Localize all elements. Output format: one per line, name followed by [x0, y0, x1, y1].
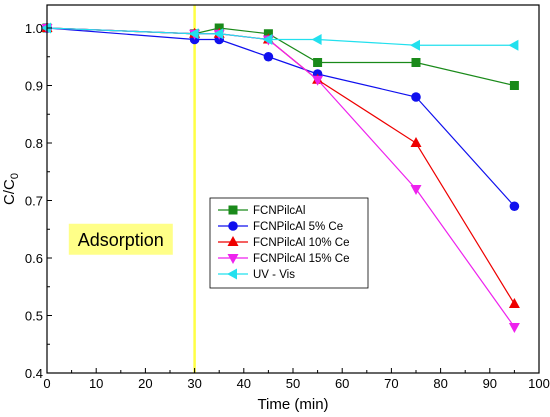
data-point — [262, 34, 273, 45]
y-tick-label: 0.7 — [25, 194, 43, 209]
data-point — [313, 58, 323, 67]
annotation-box — [68, 223, 173, 255]
data-point — [509, 201, 520, 212]
legend-marker — [228, 221, 238, 231]
data-point — [213, 28, 224, 40]
y-tick-label: 0.6 — [25, 251, 43, 266]
data-point — [508, 323, 520, 333]
y-tick-label: 1.0 — [25, 21, 43, 36]
y-tick-label: 0.8 — [25, 136, 43, 151]
legend-marker — [227, 254, 239, 264]
x-tick-label: 0 — [43, 376, 50, 391]
data-point — [508, 39, 519, 51]
data-point — [411, 92, 421, 102]
x-tick-label: 20 — [138, 376, 152, 391]
y-axis-title-main: C/C — [1, 179, 18, 205]
data-point — [263, 51, 274, 62]
legend-label: UV - Vis — [253, 269, 295, 281]
x-tick-label: 80 — [433, 376, 447, 391]
x-tick-label: 70 — [384, 376, 398, 391]
legend-label: FCNPilcAl 5% Ce — [253, 221, 343, 233]
data-point — [411, 58, 421, 67]
data-point — [509, 81, 519, 90]
x-tick-label: 100 — [528, 376, 550, 391]
x-tick-label: 10 — [89, 376, 103, 391]
legend-label: FCNPilcAl — [253, 205, 305, 217]
x-tick-label: 60 — [335, 376, 349, 391]
data-point — [410, 137, 422, 147]
x-tick-label: 90 — [483, 376, 497, 391]
axis-ticks: 0 10 20 30 40 50 60 70 80 90 100 0.4 0.5 0.6 0.7 0.8 0.9… — [25, 21, 550, 391]
legend-label: FCNPilcAl 10% Ce — [253, 237, 350, 249]
y-tick-label: 0.4 — [25, 366, 43, 381]
y-axis-title-subscript: 0 — [9, 173, 21, 179]
data-point — [410, 39, 420, 51]
data-point — [41, 22, 51, 34]
legend-marker — [228, 205, 238, 215]
legend-marker — [227, 268, 237, 280]
data-point — [188, 28, 199, 40]
y-tick-label: 0.9 — [25, 79, 43, 94]
legend-marker — [227, 236, 239, 246]
x-tick-label: 30 — [187, 376, 201, 391]
x-tick-label: 40 — [237, 376, 251, 391]
adsorption-annotation: Adsorption — [68, 223, 173, 255]
y-axis-title: C/C0 — [1, 173, 21, 205]
x-tick-label: 50 — [286, 376, 300, 391]
x-axis-title: Time (min) — [257, 396, 328, 413]
legend-label: FCNPilcAl 15% Ce — [253, 253, 350, 265]
annotation-label: Adsorption — [78, 230, 164, 250]
y-tick-label: 0.5 — [25, 309, 43, 324]
data-point — [410, 185, 422, 195]
data-point — [311, 34, 322, 45]
data-point — [312, 75, 324, 86]
legend: FCNPilcAl FCNPilcAl 5% Ce FCNPilcAl 10% Ce… — [209, 197, 369, 289]
data-point — [508, 298, 520, 308]
